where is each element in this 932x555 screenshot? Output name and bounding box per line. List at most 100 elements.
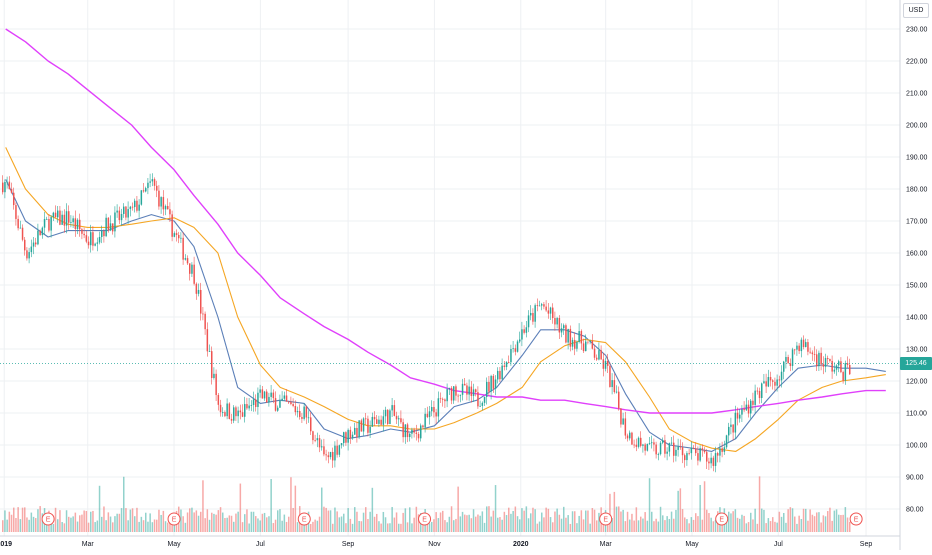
volume-bar [455,518,457,532]
candle-body [798,345,800,352]
volume-bar [593,509,596,532]
candle-body [613,380,616,393]
candle-body [516,341,519,352]
volume-bar [769,521,772,532]
candle-body [94,243,96,246]
candle-body [556,317,558,325]
candle-body [252,399,255,406]
y-tick-label: 150.00 [906,283,928,290]
volume-bar [402,512,404,532]
candle-body [219,404,222,413]
volume-bar [206,509,209,532]
volume-bar [787,509,789,532]
volume-bar [545,507,547,532]
candle-body [107,217,110,231]
volume-bar [219,507,222,532]
volume-bar [398,523,400,532]
y-tick-label: 130.00 [906,347,928,354]
volume-bar [844,507,847,532]
volume-bar [200,511,202,532]
volume-bar [558,514,561,532]
candle-body [631,432,633,445]
candle-body [802,339,805,348]
volume-bar [266,517,268,532]
volume-bar [459,516,462,532]
volume-bar [272,523,275,532]
candle-body [387,409,389,425]
candle-body [74,218,77,229]
volume-bar [519,519,521,532]
candle-body [569,328,572,347]
candle-body [391,405,393,411]
volume-bar [237,511,239,532]
volume-bar [13,507,15,532]
volume-bar [675,509,677,532]
volume-bar [57,519,59,532]
volume-bar [343,513,345,532]
volume-bar [690,517,693,532]
volume-bar [827,511,829,532]
volume-bar [305,523,308,532]
candle-body [369,426,371,433]
candle-body [461,383,464,395]
candle-body [457,395,459,397]
volume-bar [809,509,811,532]
earnings-marker[interactable] [297,512,311,526]
candle-body [118,210,121,221]
candle-body [653,442,655,445]
volume-bar [431,521,433,532]
volume-bar [580,510,583,532]
volume-bar [171,521,173,532]
candle-body [334,445,336,461]
volume-bar [2,520,4,532]
volume-bar [481,511,484,532]
earnings-marker[interactable] [715,512,729,526]
earnings-marker[interactable] [41,512,55,526]
candle-body [824,358,827,367]
volume-bar [516,516,519,532]
candle-body [321,446,323,448]
y-tick-label: 180.00 [906,187,928,194]
candle-body [723,447,726,452]
candle-body [497,370,499,380]
candle-body [57,210,59,218]
candle-body [345,432,347,443]
volume-bar [483,522,486,532]
volume-bar [109,516,112,532]
volume-bar [261,513,264,532]
candle-body [618,391,620,409]
volume-bar [646,520,649,532]
candle-body [521,329,523,340]
candle-body [706,452,708,462]
volume-bar [6,519,8,532]
earnings-marker[interactable] [167,512,181,526]
volume-bar [747,522,750,532]
volume-bar [494,485,497,532]
volume-bar [103,506,105,532]
candle-body [600,350,602,360]
volume-bar [543,517,545,532]
volume-bar [92,510,94,532]
candle-body [204,313,206,330]
candle-body [635,444,638,447]
earnings-marker[interactable] [599,512,613,526]
candle-body [109,223,112,231]
candle-body [800,339,803,352]
volume-bar [118,513,121,532]
candle-body [191,264,193,274]
candle-body [129,206,132,210]
candle-body [228,403,231,419]
earnings-marker[interactable] [849,512,863,526]
y-tick-label: 170.00 [906,219,928,226]
y-tick-label: 110.00 [906,411,927,418]
volume-bar [4,510,6,532]
volume-bar [329,510,332,532]
moving-averages [5,28,886,452]
currency-badge[interactable]: USD [903,3,929,18]
candle-body [688,453,690,454]
candle-body [413,429,415,433]
volume-bar [598,512,600,532]
earnings-marker[interactable] [418,512,432,526]
